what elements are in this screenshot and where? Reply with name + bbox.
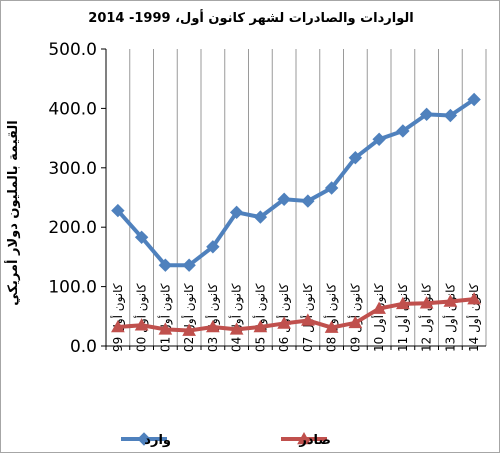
x-tick-label: كانون أول 00	[134, 283, 150, 352]
data-point-series-2	[111, 319, 125, 333]
x-tick-label: كانون أول 04	[229, 283, 245, 352]
data-point-series-2	[467, 292, 481, 305]
x-tick-label: كانون أول 02	[181, 283, 197, 352]
data-point-series-1	[253, 210, 268, 224]
data-point-series-1	[301, 194, 315, 208]
data-point-series-2	[182, 323, 196, 336]
data-point-series-2	[324, 320, 339, 333]
x-tick-label: كانون أول 10	[371, 283, 387, 352]
y-tick-label: 500.0	[48, 40, 97, 60]
y-tick-label: 200.0	[48, 218, 97, 238]
legend: وارد صادر	[121, 431, 331, 448]
data-point-series-2	[301, 313, 315, 326]
x-tick-label: كانون أول 05	[252, 283, 268, 352]
y-tick-label: 100.0	[48, 278, 97, 298]
data-point-series-2	[419, 296, 434, 309]
x-tick-label: كانون أول 08	[324, 283, 340, 352]
data-point-series-1	[467, 92, 481, 107]
data-point-series-2	[348, 315, 363, 329]
data-point-series-2	[277, 316, 291, 329]
plot-area: 0.0 100.0 200.0 300.0 400.0 500.0 كانون أول 99…	[48, 40, 487, 357]
data-point-series-1	[277, 192, 291, 206]
legend-swatch-marker	[297, 431, 311, 445]
data-point-series-1	[443, 108, 458, 123]
data-point-series-1	[229, 205, 244, 220]
data-point-series-1	[324, 181, 339, 195]
data-point-series-1	[182, 258, 196, 272]
x-tick-label: كانون أول 99	[110, 283, 126, 352]
data-point-series-1	[372, 132, 386, 146]
data-point-series-1	[419, 107, 434, 122]
legend-label: صادر	[298, 433, 331, 448]
data-point-series-2	[372, 301, 386, 314]
data-point-series-1	[111, 203, 125, 218]
data-point-series-2	[206, 319, 220, 333]
data-point-series-1	[348, 150, 363, 165]
data-point-series-2	[158, 322, 173, 335]
data-point-series-2	[134, 318, 149, 331]
y-axis-label: القيمة بالمليون دولار أمريكي	[4, 120, 21, 306]
data-point-series-1	[396, 124, 410, 138]
series-line-1	[116, 97, 476, 268]
data-point-series-2	[396, 296, 410, 310]
x-tick-label: كانون أول 13	[442, 283, 458, 352]
chart-title: الواردات والصادرات لشهر كانون أول، 1999-…	[88, 9, 413, 26]
y-tick-label: 0.0	[70, 337, 97, 357]
x-tick-label: كانون أول 11	[395, 283, 411, 352]
series-line-2	[117, 297, 475, 333]
data-point-series-2	[253, 319, 268, 333]
data-point-series-1	[158, 258, 173, 272]
legend-label: وارد	[144, 433, 171, 448]
data-point-series-1	[134, 230, 149, 245]
y-tick-label: 300.0	[48, 159, 97, 179]
x-tick-label: كانون أول 01	[157, 283, 173, 352]
data-point-series-2	[443, 294, 458, 307]
x-tick-label: كانون أول 03	[205, 283, 221, 352]
x-tick-label: كانون أول 12	[419, 283, 435, 352]
y-tick-label: 400.0	[48, 99, 97, 119]
data-point-series-1	[206, 240, 220, 254]
legend-swatch-marker	[137, 432, 151, 446]
data-point-series-2	[229, 322, 244, 335]
